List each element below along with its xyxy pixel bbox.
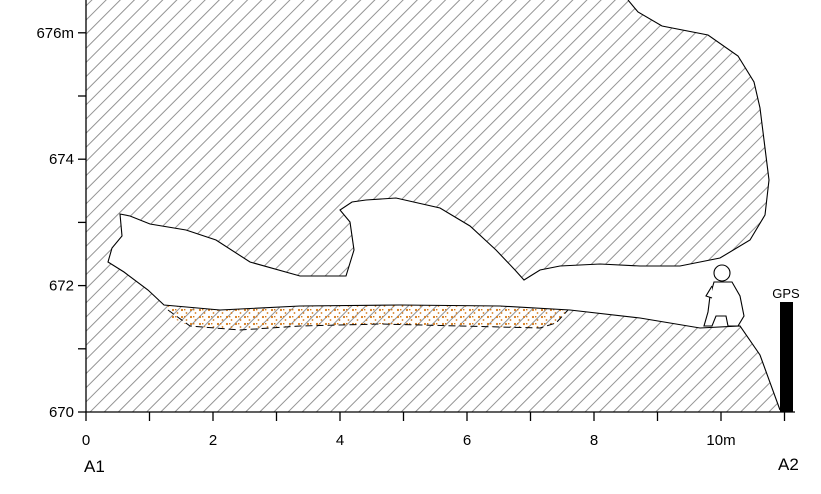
x-tick-label: 8 — [590, 432, 598, 449]
x-tick-label: 4 — [336, 432, 344, 449]
person-figure — [703, 264, 745, 327]
section-label-right: A2 — [778, 455, 799, 474]
y-tick-label: 676m — [36, 25, 74, 42]
gps-marker-bar — [780, 302, 793, 412]
gps-label: GPS — [772, 286, 800, 301]
y-tick-label: 670 — [49, 404, 74, 421]
sediment-lower-boundary — [167, 309, 569, 331]
x-tick-label: 0 — [82, 432, 90, 449]
y-tick-label: 672 — [49, 278, 74, 295]
rock-mass — [86, 0, 793, 412]
rock-outline-upper — [107, 0, 781, 411]
x-tick-label: 2 — [209, 432, 217, 449]
x-tick-label: 10m — [706, 432, 735, 449]
y-tick-label: 674 — [49, 151, 74, 168]
x-axis-ticks: 0 2 4 6 8 10m — [82, 412, 786, 449]
y-axis-ticks: 670 672 674 676m — [36, 25, 86, 421]
x-tick-label: 6 — [463, 432, 471, 449]
sediment-deposit — [165, 305, 568, 330]
section-label-left: A1 — [84, 457, 105, 476]
